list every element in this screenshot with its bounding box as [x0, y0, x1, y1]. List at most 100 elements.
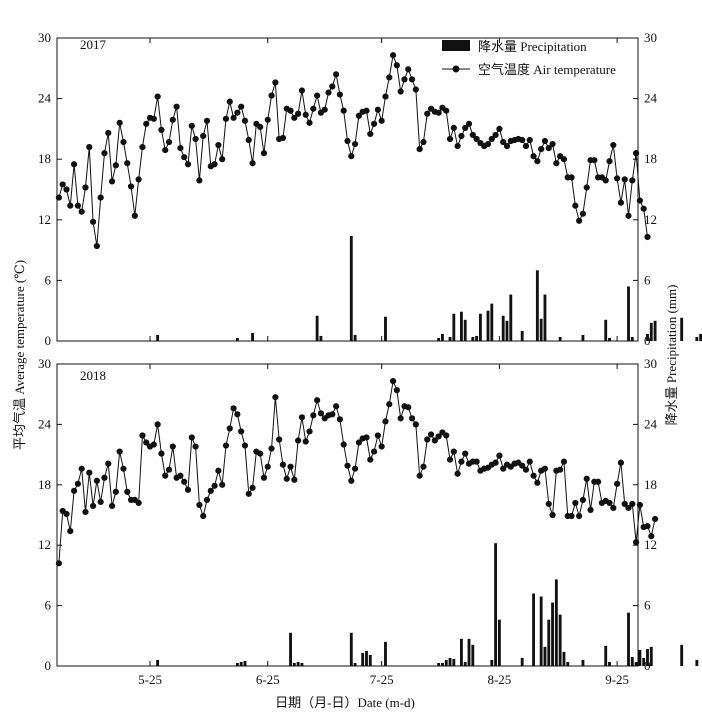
temperature-point-2018-84 [374, 432, 381, 439]
temperature-point-2017-110 [473, 135, 480, 143]
precip-bar-2018-16 [444, 659, 448, 666]
panel-label-2018: 2018 [80, 368, 106, 383]
temperature-point-2018-4 [70, 487, 78, 494]
temperature-point-2017-76 [344, 137, 351, 145]
temperature-point-2018-59 [279, 461, 287, 468]
precip-bar-2017-34 [653, 320, 657, 341]
precip-bar-2018-46 [680, 644, 684, 666]
temperature-point-2018-67 [310, 412, 317, 419]
temperature-point-2018-34 [184, 486, 192, 493]
temperature-point-2017-71 [325, 89, 332, 96]
temperature-point-2017-0 [55, 194, 62, 201]
temperature-point-2018-100 [435, 433, 442, 440]
temperature-point-2018-151 [629, 500, 636, 508]
x-tick-label-1: 6-25 [256, 672, 280, 687]
temperature-point-2018-77 [348, 477, 355, 484]
temperature-point-2018-93 [408, 415, 416, 422]
temperature-point-2017-144 [602, 177, 609, 184]
temperature-point-2017-77 [348, 153, 355, 160]
temperature-point-2017-97 [424, 110, 431, 117]
temperature-point-2017-74 [336, 91, 344, 98]
temperature-point-2017-150 [625, 212, 632, 219]
temperature-point-2017-136 [572, 202, 579, 209]
temperature-point-2017-44 [222, 115, 230, 122]
temperature-point-2017-39 [203, 117, 211, 124]
temperature-point-2017-48 [238, 103, 245, 110]
temperature-point-2018-124 [526, 458, 533, 465]
temperature-point-2018-61 [287, 463, 294, 470]
temperature-point-2018-137 [576, 512, 583, 520]
temperature-point-2017-95 [416, 146, 423, 153]
precip-bar-2018-14 [437, 662, 441, 666]
temperature-point-2017-70 [321, 106, 328, 113]
temperature-point-2017-154 [640, 205, 647, 212]
precip-bar-2018-29 [543, 646, 547, 666]
y-left-label: 平均气温 Average temperature (℃) [12, 260, 27, 450]
temperature-point-2017-22 [139, 143, 146, 151]
temperature-point-2018-75 [340, 441, 347, 448]
temperature-point-2017-87 [386, 74, 393, 81]
temperature-point-2017-109 [469, 131, 476, 139]
temperature-point-2017-65 [302, 111, 309, 118]
temperature-point-2017-104 [450, 124, 457, 131]
precip-bar-2018-11 [365, 650, 368, 666]
precip-bar-2018-18 [452, 658, 456, 666]
panel-2017: 2017 06121824300612182430 [38, 30, 702, 348]
temperature-point-2018-72 [329, 411, 336, 418]
temperature-point-2018-60 [283, 475, 290, 482]
precip-bar-2018-31 [551, 602, 554, 666]
temperature-point-2018-16 [116, 448, 123, 455]
temperature-point-2017-33 [181, 154, 188, 161]
precip-bar-2017-31 [630, 336, 634, 341]
temperature-point-2017-85 [378, 117, 385, 124]
temperature-point-2017-38 [200, 132, 207, 140]
temperature-point-2017-13 [105, 129, 112, 137]
temperature-point-2018-26 [154, 421, 161, 428]
temperature-point-2018-35 [188, 434, 195, 441]
temperature-point-2017-47 [234, 109, 241, 116]
temperature-point-2017-66 [306, 119, 313, 126]
x-axis-label: 日期（月-日）Date (m-d) [275, 695, 415, 710]
y-left-tick-label-2018-5: 30 [38, 356, 51, 371]
temperature-point-2018-96 [420, 463, 427, 470]
precip-bar-2017-28 [604, 319, 608, 341]
temperature-point-2018-40 [207, 487, 214, 494]
temperature-point-2017-2 [63, 186, 70, 193]
temperature-point-2018-105 [454, 470, 461, 477]
precip-bar-2018-4 [289, 632, 292, 666]
temperature-point-2018-97 [424, 436, 431, 443]
temperature-point-2017-135 [568, 174, 575, 181]
temperature-point-2018-122 [519, 462, 526, 469]
precip-bar-2017-0 [156, 334, 160, 341]
temperature-point-2018-128 [541, 465, 549, 472]
temperature-point-2018-139 [583, 475, 590, 482]
temperature-point-2017-37 [196, 177, 203, 184]
temperature-point-2018-155 [644, 522, 651, 530]
temperature-point-2018-64 [298, 414, 306, 421]
temperature-point-2017-113 [484, 140, 492, 148]
y-right-tick-label-2017-3: 18 [644, 151, 657, 166]
precip-bar-2018-26 [520, 657, 524, 666]
x-tick-label-0: 5-25 [138, 672, 162, 687]
precip-bar-2018-12 [368, 654, 372, 666]
temperature-point-2017-36 [192, 135, 199, 143]
temperature-point-2018-107 [462, 450, 469, 457]
temperature-point-2017-114 [488, 135, 495, 143]
temperature-point-2018-110 [473, 458, 480, 465]
temperature-point-2018-54 [260, 474, 268, 481]
temperature-point-2017-3 [67, 202, 74, 209]
temperature-point-2017-23 [143, 120, 150, 127]
y-right-tick-label-2017-1: 6 [644, 272, 651, 287]
y-right-tick-label-2018-3: 18 [644, 477, 657, 492]
y-left-tick-label-2017-4: 24 [38, 91, 52, 106]
temperature-point-2018-94 [412, 421, 419, 428]
temperature-point-2018-68 [314, 397, 321, 404]
temperature-point-2017-11 [97, 194, 104, 201]
precip-bar-2017-36 [695, 336, 699, 341]
temperature-point-2017-16 [116, 119, 123, 126]
precip-bar-2018-19 [459, 638, 463, 666]
temperature-point-2017-138 [579, 210, 587, 217]
precip-bar-2018-35 [566, 661, 570, 666]
temperature-point-2017-137 [576, 217, 583, 224]
